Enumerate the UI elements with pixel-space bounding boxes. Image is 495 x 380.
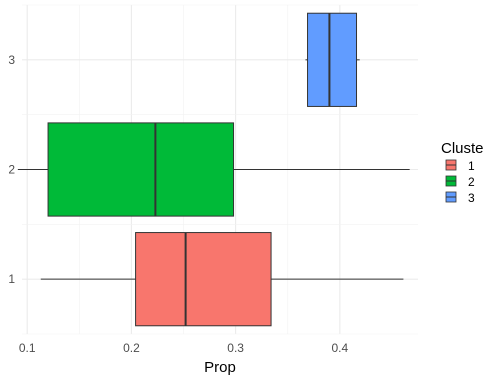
y-tick-label: 1 [8,272,15,286]
box-cluster-2 [17,122,410,217]
y-tick-label: 2 [8,163,15,177]
legend-label: 3 [468,191,475,205]
x-tick-label: 0.4 [331,341,348,355]
legend-title: Cluste [441,140,484,157]
legend: Cluste 1 2 3 [441,140,484,205]
box-body [135,232,272,327]
legend-item-3: 3 [445,191,475,205]
axis-labels: 0.1 0.2 0.3 0.4 1 2 3 [8,53,348,355]
box-cluster-3 [305,12,360,107]
legend-item-2: 2 [445,175,475,189]
x-tick-label: 0.3 [227,341,244,355]
x-tick-label: 0.1 [19,341,36,355]
box-body [47,122,235,217]
x-tick-label: 0.2 [123,341,140,355]
box-layer [17,12,410,327]
box-body [307,12,358,107]
legend-label: 1 [468,159,475,173]
y-tick-label: 3 [8,53,15,67]
legend-item-1: 1 [445,159,475,173]
box-cluster-1 [40,232,404,327]
legend-label: 2 [468,175,475,189]
x-axis-title: Prop [204,359,236,376]
